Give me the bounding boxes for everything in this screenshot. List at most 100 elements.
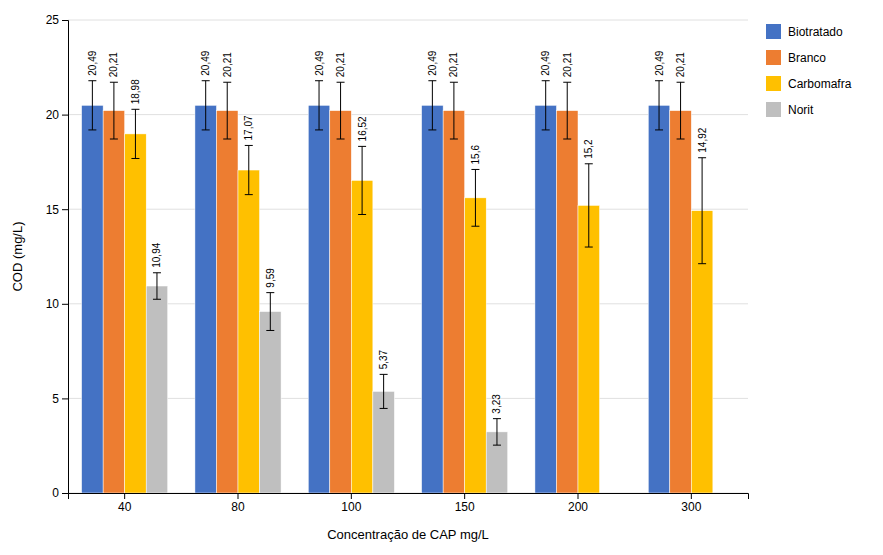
y-tick: 10 xyxy=(46,297,68,311)
error-bar-cap xyxy=(428,129,436,130)
error-bar-stem xyxy=(567,82,568,139)
y-axis-title: COD (mg/L) xyxy=(10,221,25,291)
error-bar-stem xyxy=(475,169,476,226)
error-bar-cap xyxy=(450,82,458,83)
y-tick: 25 xyxy=(46,13,68,27)
error-bar-cap xyxy=(131,109,139,110)
error-bar-stem xyxy=(496,419,497,445)
data-label: 20,21 xyxy=(108,52,119,77)
legend-label: Norit xyxy=(788,103,814,117)
error-bar-stem xyxy=(383,374,384,408)
legend-swatch xyxy=(766,24,781,39)
bar xyxy=(330,111,352,493)
x-axis-title: Concentração de CAP mg/L xyxy=(327,527,489,542)
data-label: 20,49 xyxy=(314,50,325,75)
y-tick-mark xyxy=(62,20,68,21)
x-tick-label: 200 xyxy=(568,500,588,514)
x-tick-label: 150 xyxy=(455,500,475,514)
error-bar xyxy=(315,81,323,130)
error-bar-cap xyxy=(202,80,210,81)
chart-svg: 0510152025408010015020030020,4920,4920,4… xyxy=(0,0,883,555)
error-bar-cap xyxy=(677,139,685,140)
grid-line xyxy=(68,209,748,210)
legend-swatch xyxy=(766,76,781,91)
bar xyxy=(82,105,104,493)
error-bar-stem xyxy=(227,82,228,139)
error-bar-cap xyxy=(585,163,593,164)
error-bar-cap xyxy=(677,82,685,83)
data-label: 20,21 xyxy=(335,52,346,77)
error-bar-cap xyxy=(471,169,479,170)
bar xyxy=(103,111,125,493)
data-label: 20,21 xyxy=(448,52,459,77)
y-tick: 0 xyxy=(52,486,68,500)
error-bar xyxy=(471,169,479,226)
y-tick-mark xyxy=(62,304,68,305)
grid-line xyxy=(68,303,748,304)
error-bar-cap xyxy=(450,139,458,140)
data-label: 10,94 xyxy=(151,242,162,267)
x-tick: 150 xyxy=(455,493,475,514)
data-label: 16,52 xyxy=(357,116,368,141)
x-tick-label: 40 xyxy=(118,500,132,514)
data-label: 20,49 xyxy=(200,50,211,75)
error-bar-cap xyxy=(655,80,663,81)
error-bar-stem xyxy=(432,81,433,130)
marks xyxy=(82,81,713,493)
bar xyxy=(535,105,557,493)
error-bar-stem xyxy=(319,81,320,130)
error-bar-cap xyxy=(153,272,161,273)
x-tick: 200 xyxy=(568,493,588,514)
x-tick-label: 300 xyxy=(681,500,701,514)
x-tick: 40 xyxy=(118,493,132,514)
x-tick-mark xyxy=(691,493,692,499)
y-tick-mark xyxy=(62,493,68,494)
bar xyxy=(195,105,217,493)
bar xyxy=(308,105,330,493)
error-bar xyxy=(110,82,118,139)
error-bar-cap xyxy=(202,129,210,130)
bar xyxy=(351,180,373,493)
y-tick: 5 xyxy=(52,392,68,406)
bar xyxy=(260,312,282,493)
error-bar xyxy=(380,374,388,408)
error-bar xyxy=(677,82,685,139)
error-bar-stem xyxy=(205,81,206,130)
grid-line xyxy=(68,114,748,115)
legend-swatch xyxy=(766,102,781,117)
error-bar-cap xyxy=(153,299,161,300)
legend-label: Branco xyxy=(788,51,826,65)
series-bars xyxy=(125,134,713,493)
error-bar-cap xyxy=(245,194,253,195)
x-tick-mark xyxy=(351,493,352,499)
error-bar-stem xyxy=(156,273,157,299)
x-tick-mark xyxy=(464,493,465,499)
data-label: 20,21 xyxy=(222,52,233,77)
plot-area: 0510152025408010015020030020,4920,4920,4… xyxy=(10,13,749,542)
error-bar-cap xyxy=(315,129,323,130)
error-bar-cap xyxy=(223,82,231,83)
data-label: 5,37 xyxy=(378,349,389,369)
error-bar-stem xyxy=(588,164,589,247)
y-tick-label: 15 xyxy=(46,203,60,217)
x-tick-label: 100 xyxy=(341,500,361,514)
series-error-bars xyxy=(88,81,663,130)
error-bar xyxy=(337,82,345,139)
error-bar-cap xyxy=(542,129,550,130)
error-bar-cap xyxy=(223,139,231,140)
error-bar-stem xyxy=(545,81,546,130)
bar xyxy=(125,134,147,493)
legend-swatch xyxy=(766,50,781,65)
legend-item: Norit xyxy=(766,102,814,117)
data-label: 20,21 xyxy=(562,52,573,77)
x-axis-line xyxy=(69,494,749,500)
error-bar-stem xyxy=(92,81,93,130)
chart-container: 0510152025408010015020030020,4920,4920,4… xyxy=(0,0,883,555)
error-bar-cap xyxy=(698,157,706,158)
legend-label: Carbomafra xyxy=(788,77,852,91)
series-bars xyxy=(103,111,691,493)
y-tick-mark xyxy=(62,115,68,116)
y-tick: 20 xyxy=(46,108,68,122)
bar xyxy=(670,111,692,493)
data-label: 15,6 xyxy=(470,145,481,165)
